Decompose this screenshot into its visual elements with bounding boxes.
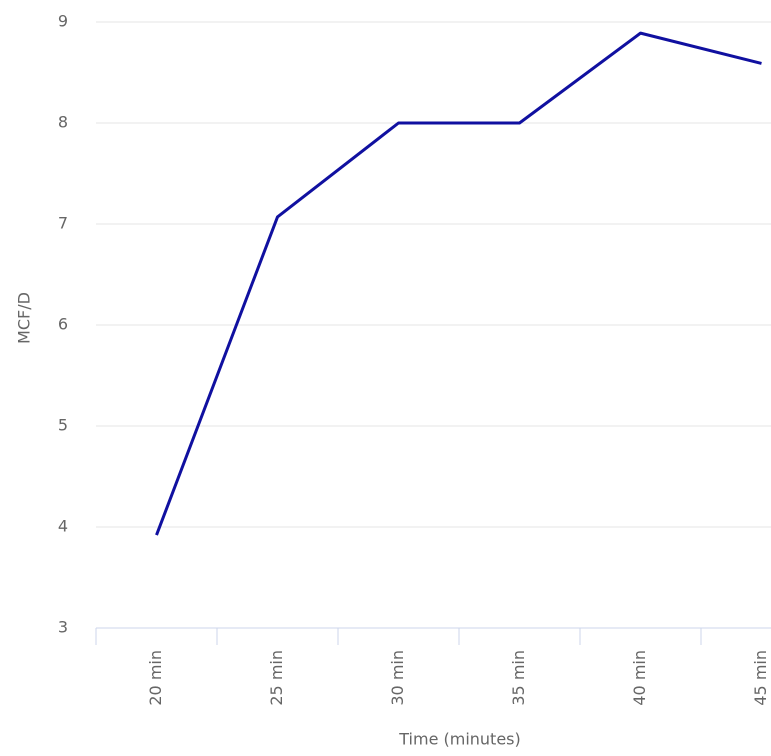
- x-tick-label: 20 min: [146, 650, 165, 706]
- y-axis-title: MCF/D: [15, 292, 34, 344]
- y-tick-label: 3: [58, 618, 68, 637]
- x-tick-label: 25 min: [267, 650, 286, 706]
- y-tick-label: 5: [58, 416, 68, 435]
- x-tick-label: 30 min: [388, 650, 407, 706]
- y-tick-label: 9: [58, 12, 68, 31]
- y-tick-label: 4: [58, 517, 68, 536]
- x-axis-title: Time (minutes): [398, 730, 521, 749]
- x-tick-label: 45 min: [751, 650, 770, 706]
- x-tick-label: 40 min: [630, 650, 649, 706]
- x-tick-label: 35 min: [509, 650, 528, 706]
- y-tick-label: 7: [58, 214, 68, 233]
- y-tick-label: 6: [58, 315, 68, 334]
- series-line: [155, 31, 762, 536]
- y-tick-label: 8: [58, 113, 68, 132]
